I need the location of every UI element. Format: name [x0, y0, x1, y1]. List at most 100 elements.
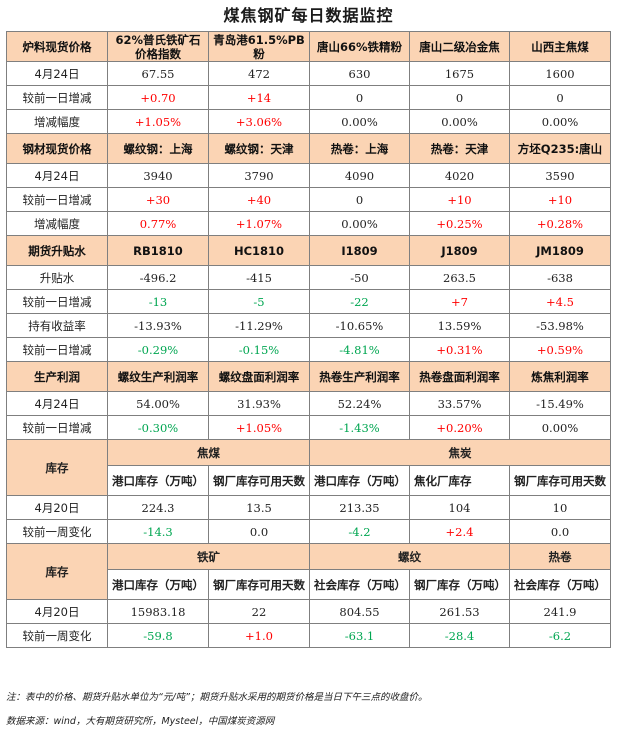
column-header: I1809 — [309, 235, 410, 266]
steel-section-title: 钢材现货价格 — [6, 133, 108, 164]
value-cell: +14 — [208, 85, 310, 110]
column-header: 港口库存（万吨） — [107, 465, 209, 496]
row-label: 4月20日 — [6, 495, 108, 520]
column-header: 唐山二级冶金焦 — [409, 31, 510, 62]
value-cell: +0.59% — [509, 337, 611, 362]
value-cell: -59.8 — [107, 623, 209, 648]
column-header: J1809 — [409, 235, 510, 266]
value-cell: +1.07% — [208, 211, 310, 236]
table-row: 较前一日增减 -0.29% -0.15% -4.81% +0.31% +0.59% — [6, 337, 611, 362]
value-cell: 241.9 — [509, 599, 611, 624]
value-cell: 54.00% — [107, 391, 209, 416]
column-header: 钢厂库存可用天数 — [208, 569, 310, 600]
value-cell: 52.24% — [309, 391, 410, 416]
column-header: 方坯Q235:唐山 — [509, 133, 611, 164]
row-label: 较前一周变化 — [6, 519, 108, 544]
column-header: 热卷盘面利润率 — [409, 361, 510, 392]
table-row: 升贴水 -496.2 -415 -50 263.5 -638 — [6, 265, 611, 290]
value-cell: -5 — [208, 289, 310, 314]
table-row: 4月24日 67.55 472 630 1675 1600 — [6, 61, 611, 86]
column-header: 社会库存（万吨） — [309, 569, 410, 600]
value-cell: -638 — [509, 265, 611, 290]
column-header: 港口库存（万吨） — [107, 569, 209, 600]
value-cell: -0.30% — [107, 415, 209, 440]
value-cell: +7 — [409, 289, 510, 314]
value-cell: +0.25% — [409, 211, 510, 236]
value-cell: 13.5 — [208, 495, 310, 520]
value-cell: 31.93% — [208, 391, 310, 416]
column-header: JM1809 — [509, 235, 611, 266]
column-header: 社会库存（万吨） — [509, 569, 611, 600]
value-cell: 0.00% — [509, 415, 611, 440]
steel-header-row: 钢材现货价格 螺纹钢：上海 螺纹钢：天津 热卷：上海 热卷：天津 方坯Q235:唐山 — [6, 133, 611, 164]
value-cell: +30 — [107, 187, 209, 212]
value-cell: 630 — [309, 61, 410, 86]
column-header: 螺纹盘面利润率 — [208, 361, 310, 392]
inv1-sub-row: 港口库存（万吨） 钢厂库存可用天数 港口库存（万吨） 焦化厂库存 钢厂库存可用天数 — [7, 465, 611, 496]
value-cell: 261.53 — [409, 599, 510, 624]
row-label: 增减幅度 — [6, 109, 108, 134]
footnote: 注：表中的价格、期货升贴水单位为“元/吨”；期货升贴水采用的期货价格是当日下午三… — [6, 692, 428, 703]
value-cell: -50 — [309, 265, 410, 290]
row-label: 持有收益率 — [6, 313, 108, 338]
column-header: 螺纹钢：天津 — [208, 133, 310, 164]
column-header: 钢厂库存可用天数 — [509, 465, 611, 496]
inventory-section-title: 库存 — [6, 543, 108, 600]
value-cell: +0.70 — [107, 85, 209, 110]
column-header: 钢厂库存可用天数 — [208, 465, 310, 496]
raw-section-title: 炉料现货价格 — [6, 31, 108, 62]
value-cell: +0.31% — [409, 337, 510, 362]
table-row: 4月24日 54.00% 31.93% 52.24% 33.57% -15.49% — [6, 391, 611, 416]
column-header: 焦化厂库存 — [409, 465, 510, 496]
value-cell: 224.3 — [107, 495, 209, 520]
column-header: 热卷：天津 — [409, 133, 510, 164]
group-header: 铁矿 — [107, 543, 310, 570]
row-label: 4月24日 — [6, 61, 108, 86]
table-row: 较前一日增减 -13 -5 -22 +7 +4.5 — [6, 289, 611, 314]
value-cell: 0 — [309, 187, 410, 212]
column-header: HC1810 — [208, 235, 310, 266]
value-cell: +10 — [509, 187, 611, 212]
value-cell: 3940 — [107, 163, 209, 188]
value-cell: -6.2 — [509, 623, 611, 648]
table-row: 较前一周变化 -59.8 +1.0 -63.1 -28.4 -6.2 — [6, 623, 611, 648]
table-row: 较前一日增减 +0.70 +14 0 0 0 — [6, 85, 611, 110]
column-header: 青岛港61.5%PB粉 — [208, 31, 310, 62]
column-header: 港口库存（万吨） — [309, 465, 410, 496]
value-cell: 472 — [208, 61, 310, 86]
table-row: 较前一日增减 -0.30% +1.05% -1.43% +0.20% 0.00% — [6, 415, 611, 440]
value-cell: -496.2 — [107, 265, 209, 290]
column-header: RB1810 — [107, 235, 209, 266]
value-cell: 0.00% — [309, 109, 410, 134]
value-cell: 1675 — [409, 61, 510, 86]
futures-header-row: 期货升贴水 RB1810 HC1810 I1809 J1809 JM1809 — [6, 235, 611, 266]
column-header: 62%普氏铁矿石价格指数 — [107, 31, 209, 62]
column-header: 山西主焦煤 — [509, 31, 611, 62]
profit-section-title: 生产利润 — [6, 361, 108, 392]
value-cell: +2.4 — [409, 519, 510, 544]
table-row: 较前一日增减 +30 +40 0 +10 +10 — [6, 187, 611, 212]
value-cell: 0 — [309, 85, 410, 110]
column-header: 螺纹钢：上海 — [107, 133, 209, 164]
value-cell: -11.29% — [208, 313, 310, 338]
group-header: 焦炭 — [309, 439, 611, 466]
profit-header-row: 生产利润 螺纹生产利润率 螺纹盘面利润率 热卷生产利润率 热卷盘面利润率 炼焦利润率 — [6, 361, 611, 392]
value-cell: -13 — [107, 289, 209, 314]
value-cell: +0.20% — [409, 415, 510, 440]
value-cell: 804.55 — [309, 599, 410, 624]
value-cell: +40 — [208, 187, 310, 212]
value-cell: -0.29% — [107, 337, 209, 362]
column-header: 唐山66%铁精粉 — [309, 31, 410, 62]
value-cell: -1.43% — [309, 415, 410, 440]
value-cell: -63.1 — [309, 623, 410, 648]
value-cell: 1600 — [509, 61, 611, 86]
value-cell: 0.00% — [409, 109, 510, 134]
column-header: 炼焦利润率 — [509, 361, 611, 392]
raw-header-row: 炉料现货价格 62%普氏铁矿石价格指数 青岛港61.5%PB粉 唐山66%铁精粉 唐山二… — [6, 31, 611, 62]
inventory-section-title: 库存 — [6, 439, 108, 496]
table-row: 较前一周变化 -14.3 0.0 -4.2 +2.4 0.0 — [6, 519, 611, 544]
inv2-group-row: 库存 铁矿 螺纹 热卷 — [6, 543, 611, 600]
value-cell: +4.5 — [509, 289, 611, 314]
group-header: 螺纹 — [309, 543, 510, 570]
